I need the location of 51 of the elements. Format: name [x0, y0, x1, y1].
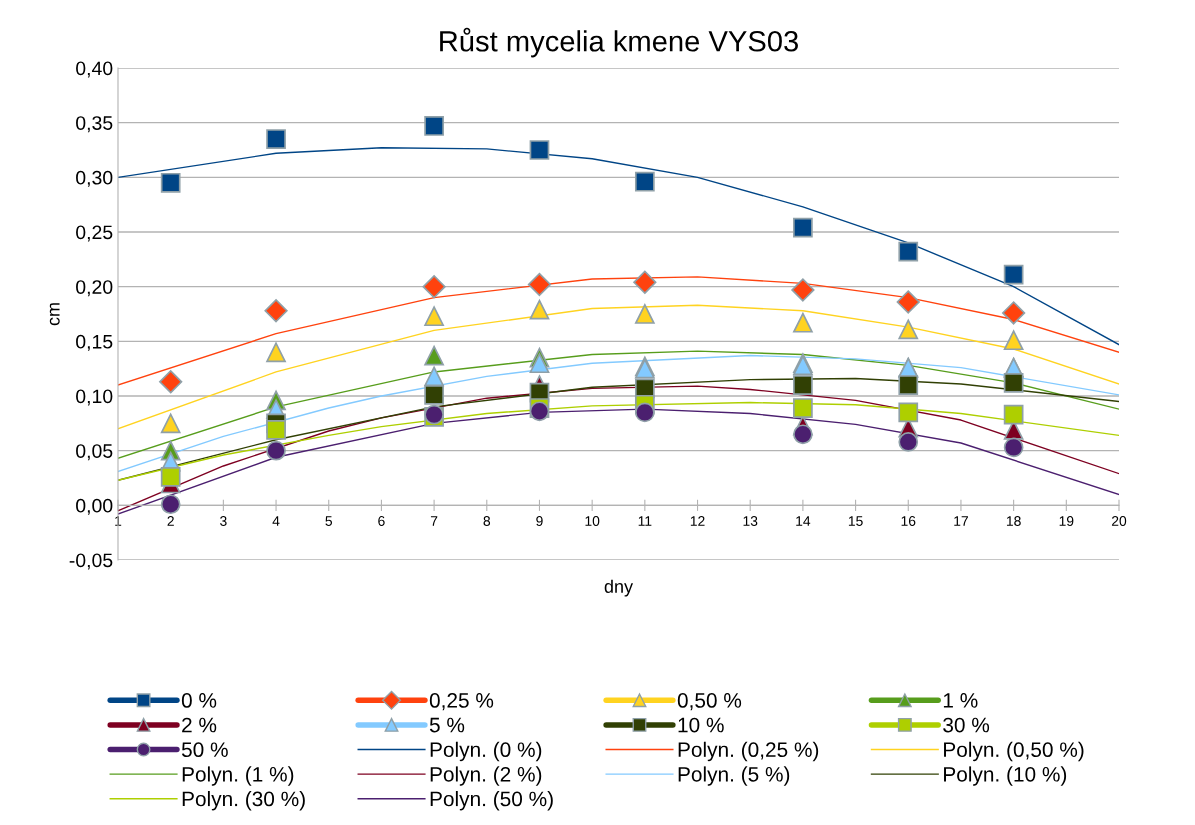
x-tick-label: 13 — [743, 516, 758, 526]
x-tick-label: 17 — [954, 516, 968, 526]
x-tick-label: 10 — [585, 516, 600, 526]
x-tick-label: 20 — [1111, 516, 1127, 526]
x-tick-label: 11 — [638, 516, 652, 526]
x-tick-label: 16 — [901, 516, 916, 526]
legend-label: Polyn. (1 %) — [182, 766, 294, 786]
x-tick-label: 2 — [167, 516, 174, 526]
legend-label: Polyn. (50 %) — [430, 791, 553, 811]
legend-label: Polyn. (0,50 %) — [944, 741, 1084, 762]
x-tick-label: 18 — [1006, 516, 1021, 526]
y-tick-label: 0,10 — [76, 389, 113, 406]
chart-title: Růst mycelia kmene VYS03 — [440, 27, 798, 58]
y-tick-label: 0,30 — [76, 170, 113, 187]
y-tick-label: 0,20 — [76, 280, 113, 297]
x-tick-label: 4 — [272, 516, 280, 526]
x-tick-label: 1 — [115, 516, 122, 526]
x-axis-title: dny — [604, 579, 634, 597]
legend-label: 10 % — [678, 717, 724, 733]
legend-label: 30 % — [943, 717, 990, 733]
x-tick-label: 9 — [536, 516, 543, 526]
x-tick-label: 6 — [378, 516, 385, 526]
legend-label: 50 % — [181, 742, 228, 758]
y-tick-label: 0,25 — [76, 225, 113, 242]
x-tick-label: 12 — [690, 516, 705, 526]
y-tick-label: 0,35 — [76, 116, 113, 133]
legend-label: Polyn. (30 %) — [182, 791, 305, 811]
x-tick-label: 14 — [796, 516, 811, 526]
y-tick-label: 0,40 — [76, 61, 113, 78]
x-tick-label: 15 — [848, 516, 863, 526]
legend-label: Polyn. (10 %) — [944, 766, 1067, 786]
x-tick-label: 19 — [1059, 516, 1074, 526]
legend-label: Polyn. (5 %) — [678, 766, 790, 786]
x-tick-label: 3 — [220, 516, 227, 526]
x-tick-label: 8 — [483, 516, 491, 526]
legend-label: Polyn. (0 %) — [430, 741, 542, 762]
x-tick-label: 7 — [430, 516, 438, 526]
y-tick-label: -0,05 — [69, 553, 113, 570]
legend-label: 2 % — [182, 717, 217, 733]
y-tick-label: 0,15 — [76, 334, 113, 351]
legend-label: Polyn. (0,25 %) — [678, 741, 819, 762]
y-axis-title: cm — [49, 303, 60, 326]
legend-label: 0 % — [181, 693, 217, 708]
legend-label: 0,25 % — [429, 693, 494, 711]
y-tick-label: 0,00 — [76, 498, 113, 515]
legend-label: 5 % — [429, 717, 465, 733]
legend-label: Polyn. (2 %) — [430, 766, 542, 786]
x-tick-label: 5 — [325, 516, 333, 526]
legend-label: 1 % — [943, 693, 978, 708]
legend-label: 0,50 % — [677, 693, 742, 711]
y-tick-label: 0,05 — [76, 444, 113, 461]
